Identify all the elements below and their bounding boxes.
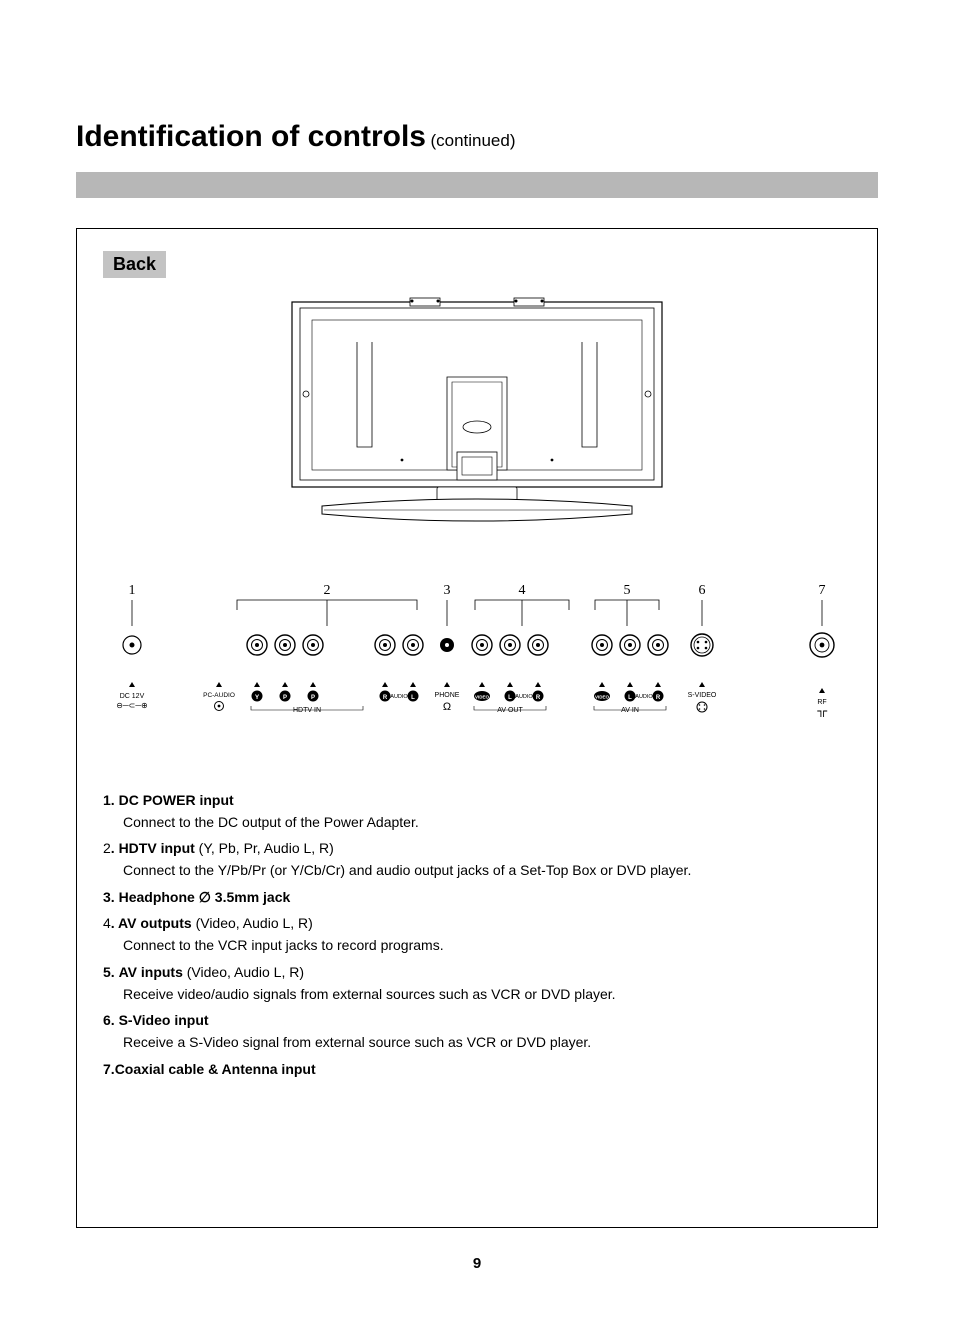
desc-title: S-Video input (119, 1012, 209, 1028)
desc-item-4: 4. AV outputs (Video, Audio L, R) Connec… (103, 913, 851, 956)
port-num-7: 7 (819, 583, 826, 598)
desc-item-3: 3. Headphone ∅ 3.5mm jack (103, 887, 851, 909)
svg-text:S-VIDEO: S-VIDEO (688, 692, 717, 699)
description-list: 1. DC POWER input Connect to the DC outp… (103, 790, 851, 1080)
svg-text:-AUDIO-: -AUDIO- (388, 694, 409, 700)
port-num-5: 5 (624, 583, 631, 598)
svg-text:⊖─⊂─⊕: ⊖─⊂─⊕ (116, 701, 147, 710)
svg-text:ᒣᒥ: ᒣᒥ (817, 709, 828, 719)
svg-text:AV IN: AV IN (621, 707, 639, 714)
desc-title: Headphone ∅ 3.5mm jack (119, 889, 291, 905)
desc-num: 2 (103, 840, 111, 856)
desc-body: Connect to the DC output of the Power Ad… (123, 812, 851, 834)
port-num-2: 2 (324, 583, 331, 598)
svg-text:Y: Y (255, 694, 260, 701)
svg-text:RF: RF (817, 699, 826, 706)
desc-title: Coaxial cable & Antenna input (115, 1061, 316, 1077)
desc-num: 3. (103, 889, 115, 905)
svg-text:VIDEO: VIDEO (595, 695, 610, 700)
svg-text:VIDEO: VIDEO (475, 695, 490, 700)
desc-num: 5. (103, 964, 115, 980)
desc-detail: (Y, Pb, Pr, Audio L, R) (195, 840, 334, 856)
desc-body: Receive video/audio signals from externa… (123, 984, 851, 1006)
svg-text:Ω: Ω (443, 701, 451, 713)
svg-text:PC-AUDIO: PC-AUDIO (203, 692, 235, 699)
svg-text:P: P (311, 695, 315, 701)
svg-text:L: L (508, 695, 512, 701)
desc-item-1: 1. DC POWER input Connect to the DC outp… (103, 790, 851, 833)
desc-item-7: 7.Coaxial cable & Antenna input (103, 1059, 851, 1081)
desc-title: . AV outputs (111, 915, 192, 931)
desc-item-6: 6. S-Video input Receive a S-Video signa… (103, 1010, 851, 1053)
title-sub: (continued) (430, 131, 515, 150)
port-num-6: 6 (699, 583, 706, 598)
desc-num: 4 (103, 915, 111, 931)
desc-title: DC POWER input (119, 792, 234, 808)
svg-text:P: P (283, 695, 287, 701)
desc-body: Receive a S-Video signal from external s… (123, 1032, 851, 1054)
desc-num: 7. (103, 1061, 115, 1077)
desc-detail: (Video, Audio L, R) (183, 964, 304, 980)
desc-body: Connect to the VCR input jacks to record… (123, 935, 851, 957)
desc-detail: (Video, Audio L, R) (192, 915, 313, 931)
desc-title: . HDTV input (111, 840, 195, 856)
svg-text:L: L (628, 695, 632, 701)
desc-num: 1. (103, 792, 115, 808)
svg-text:HDTV IN: HDTV IN (293, 707, 321, 714)
section-label: Back (103, 251, 166, 278)
ports-diagram: 1 2 3 4 5 6 7 (103, 580, 851, 760)
svg-text:DC 12V: DC 12V (120, 693, 145, 700)
svg-text:PHONE: PHONE (435, 692, 460, 699)
content-box: Back (76, 228, 878, 1228)
desc-item-5: 5. AV inputs (Video, Audio L, R) Receive… (103, 962, 851, 1005)
desc-item-2: 2. HDTV input (Y, Pb, Pr, Audio L, R) Co… (103, 838, 851, 881)
svg-text:R: R (536, 695, 541, 701)
desc-title: AV inputs (119, 964, 183, 980)
svg-text:L: L (411, 695, 415, 701)
desc-num: 6. (103, 1012, 115, 1028)
port-num-1: 1 (129, 583, 136, 598)
title-main: Identification of controls (76, 120, 426, 153)
svg-text:AV OUT: AV OUT (497, 707, 523, 714)
svg-text:-AUDIO-: -AUDIO- (513, 694, 534, 700)
svg-text:-AUDIO-: -AUDIO- (633, 694, 654, 700)
header-divider (76, 172, 878, 198)
svg-text:R: R (656, 695, 661, 701)
page-number: 9 (0, 1255, 954, 1272)
tv-back-diagram (262, 292, 692, 552)
page-title: Identification of controls (continued) (76, 120, 878, 154)
port-num-4: 4 (519, 583, 526, 598)
svg-text:R: R (383, 695, 388, 701)
port-num-3: 3 (444, 583, 451, 598)
desc-body: Connect to the Y/Pb/Pr (or Y/Cb/Cr) and … (123, 860, 851, 882)
